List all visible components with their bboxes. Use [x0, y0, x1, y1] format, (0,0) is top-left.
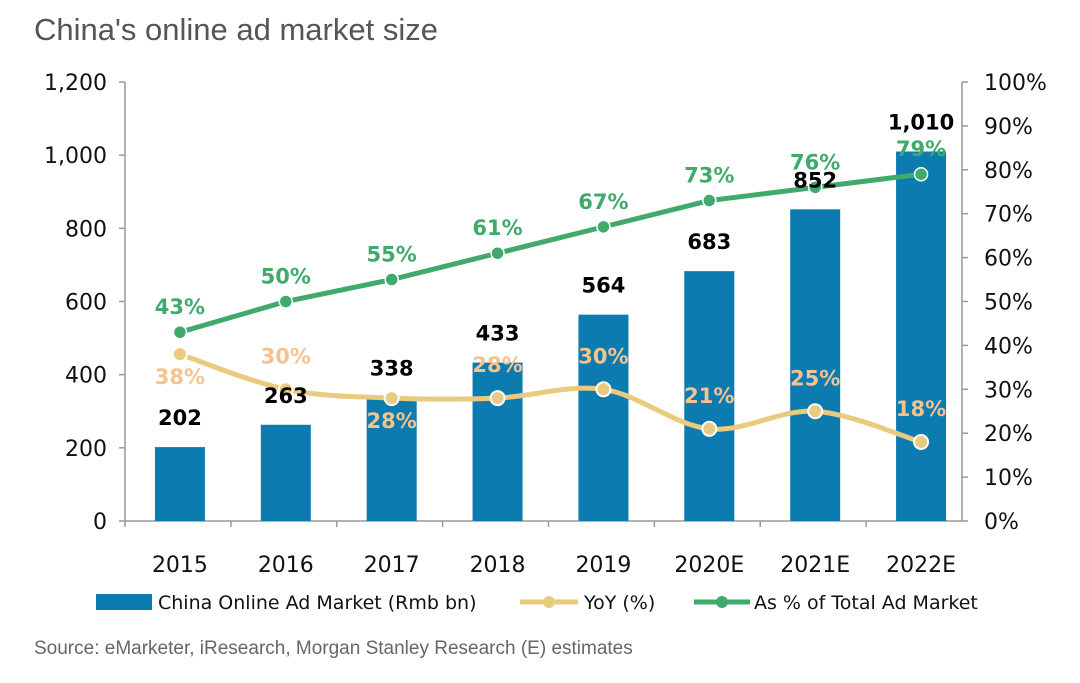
share-line	[179, 171, 922, 335]
share-point	[807, 180, 823, 195]
yoy-point	[277, 381, 294, 398]
right-tick-label: 20%	[984, 422, 1033, 447]
share-point	[384, 272, 399, 287]
share-value-label: 50%	[261, 265, 311, 289]
left-tick-label: 1,000	[44, 144, 107, 169]
bar-value-label: 1,010	[888, 111, 954, 135]
left-tick-label: 400	[65, 364, 107, 389]
x-tick-label: 2022E	[886, 553, 956, 578]
share-value-label: 61%	[472, 216, 522, 240]
bar	[260, 424, 311, 521]
bar-value-label: 852	[793, 168, 837, 192]
bar	[472, 362, 523, 521]
bar-value-label: 338	[370, 356, 414, 380]
left-tick-label: 0	[93, 510, 107, 535]
yoy-value-label: 38%	[155, 365, 205, 389]
right-tick-label: 10%	[984, 466, 1033, 491]
x-tick-label: 2018	[470, 553, 526, 578]
chart-title: China's online ad market size	[34, 12, 438, 47]
yoy-point	[913, 433, 930, 450]
x-tick-label: 2020E	[674, 553, 744, 578]
right-tick-label: 80%	[984, 159, 1033, 184]
left-tick-label: 200	[65, 437, 107, 462]
yoy-value-label: 25%	[790, 366, 840, 390]
bar	[154, 447, 205, 521]
yoy-value-label: 28%	[472, 353, 522, 377]
bar-value-label: 564	[582, 274, 626, 298]
share-value-label: 43%	[155, 295, 205, 319]
legend-yoy-label: YoY (%)	[583, 592, 655, 614]
yoy-point	[383, 390, 400, 407]
left-tick-label: 600	[65, 291, 107, 316]
bar	[366, 397, 417, 521]
bar	[684, 271, 735, 521]
share-point	[702, 193, 717, 208]
bar	[790, 209, 841, 521]
share-point	[278, 294, 294, 309]
yoy-point	[701, 420, 718, 437]
bar-value-label: 263	[264, 384, 308, 408]
legend-bar-swatch	[96, 594, 152, 610]
bar	[896, 151, 947, 521]
legend-share-marker	[716, 596, 728, 608]
x-tick-label: 2017	[364, 553, 420, 578]
yoy-value-label: 30%	[261, 344, 311, 368]
legend-yoy-marker	[543, 596, 555, 608]
yoy-value-label: 28%	[367, 409, 417, 433]
yoy-value-label: 18%	[896, 397, 946, 421]
yoy-point	[807, 403, 824, 420]
share-value-label: 67%	[578, 190, 628, 214]
yoy-line	[179, 351, 922, 445]
yoy-point	[171, 346, 188, 363]
right-tick-label: 90%	[984, 115, 1033, 140]
yoy-value-label: 21%	[684, 384, 734, 408]
bar-value-label: 202	[158, 406, 202, 430]
right-tick-label: 60%	[984, 247, 1033, 272]
share-point	[596, 219, 611, 235]
x-tick-label: 2021E	[780, 553, 850, 578]
right-tick-label: 50%	[984, 291, 1033, 316]
share-point	[490, 245, 505, 261]
right-tick-label: 0%	[984, 510, 1019, 535]
share-value-label: 55%	[367, 243, 417, 267]
share-point	[172, 324, 188, 340]
left-tick-label: 1,200	[44, 71, 107, 96]
yoy-value-label: 30%	[578, 344, 628, 368]
x-tick-label: 2016	[258, 553, 314, 578]
share-value-label: 76%	[790, 150, 840, 174]
right-tick-label: 100%	[984, 71, 1047, 96]
bar-value-label: 683	[687, 230, 731, 254]
share-value-label: 73%	[684, 164, 734, 188]
right-tick-label: 70%	[984, 203, 1033, 228]
x-tick-label: 2015	[152, 553, 208, 578]
right-tick-label: 30%	[984, 378, 1033, 403]
share-value-label: 79%	[896, 137, 946, 161]
x-tick-label: 2019	[575, 553, 631, 578]
legend-bar-label: China Online Ad Market (Rmb bn)	[158, 592, 477, 614]
bar	[578, 314, 629, 521]
left-tick-label: 800	[65, 217, 107, 242]
share-point	[913, 166, 929, 182]
bar-value-label: 433	[476, 322, 520, 346]
right-tick-label: 40%	[984, 334, 1033, 359]
yoy-point	[489, 390, 506, 407]
legend-share-label: As % of Total Ad Market	[754, 592, 978, 614]
yoy-point	[595, 381, 612, 398]
source-note: Source: eMarketer, iResearch, Morgan Sta…	[34, 638, 633, 659]
